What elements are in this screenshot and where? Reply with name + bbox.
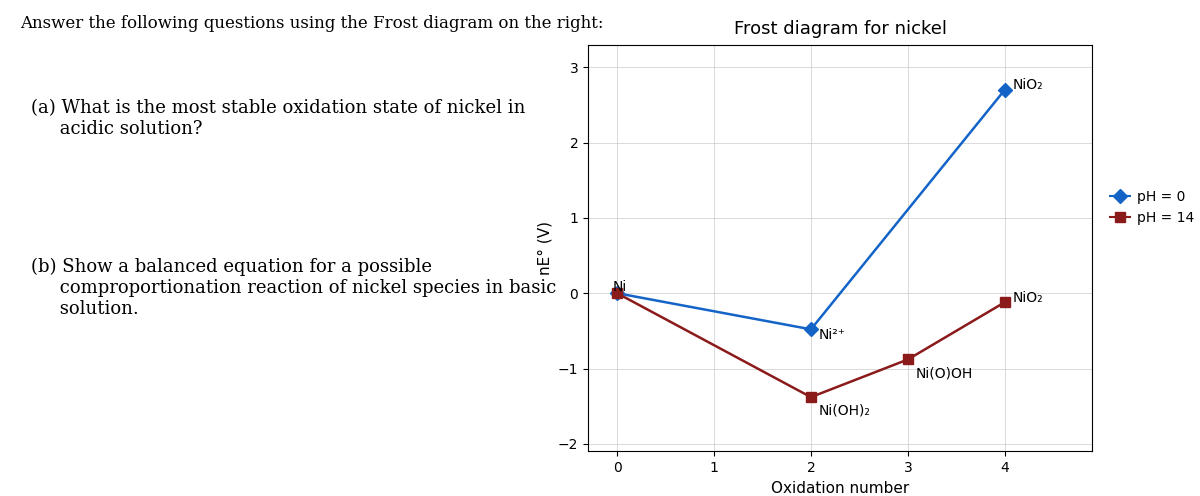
Text: NiO₂: NiO₂ [1013, 77, 1043, 92]
Legend: pH = 0, pH = 14: pH = 0, pH = 14 [1104, 185, 1200, 230]
Text: (a) What is the most stable oxidation state of nickel in
     acidic solution?: (a) What is the most stable oxidation st… [31, 99, 526, 138]
Text: (b) Show a balanced equation for a possible
     comproportionation reaction of : (b) Show a balanced equation for a possi… [31, 258, 557, 318]
Y-axis label: nE° (V): nE° (V) [538, 221, 552, 275]
X-axis label: Oxidation number: Oxidation number [770, 481, 910, 496]
Text: Ni²⁺: Ni²⁺ [818, 328, 846, 342]
Text: NiO₂: NiO₂ [1013, 291, 1043, 305]
Title: Frost diagram for nickel: Frost diagram for nickel [733, 19, 947, 38]
Text: Ni(OH)₂: Ni(OH)₂ [818, 404, 870, 418]
Text: Answer the following questions using the Frost diagram on the right:: Answer the following questions using the… [20, 15, 604, 32]
Text: Ni(O)OH: Ni(O)OH [916, 366, 973, 380]
Text: Ni: Ni [612, 280, 626, 294]
